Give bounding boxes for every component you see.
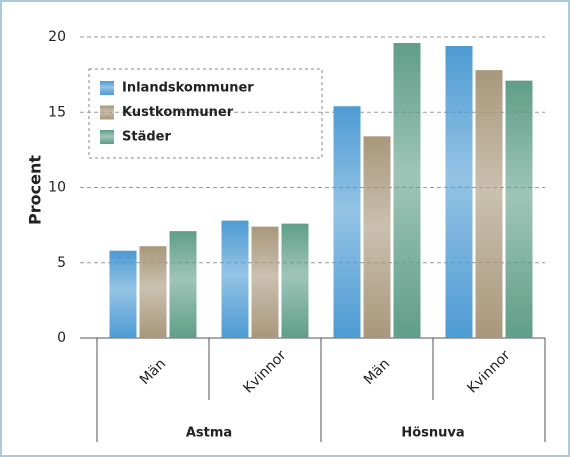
bar [281,223,309,338]
group-label: Astma [186,426,232,441]
bar [333,106,361,338]
legend-swatch [100,105,114,120]
bar [475,70,503,339]
legend-label: Kustkommuner [122,105,234,120]
legend-box [88,68,323,159]
bar [169,231,197,338]
y-axis-title: Procent [26,155,45,225]
bar [221,220,249,338]
y-tick-label: 10 [48,180,66,196]
legend-label: Inlandskommuner [122,81,254,96]
bar [109,250,137,338]
y-tick-label: 20 [48,29,66,45]
y-tick-label: 0 [57,330,66,346]
y-tick-label: 5 [57,255,66,271]
legend-swatch [100,81,114,95]
bar [393,43,421,339]
bar [505,80,533,339]
bar [139,246,167,338]
legend-swatch [100,130,114,144]
legend-label: Städer [122,130,171,145]
bar [251,226,279,338]
group-label: Hösnuva [401,426,464,441]
y-tick-label: 15 [48,104,66,120]
bar [363,136,391,338]
bar [445,46,473,338]
